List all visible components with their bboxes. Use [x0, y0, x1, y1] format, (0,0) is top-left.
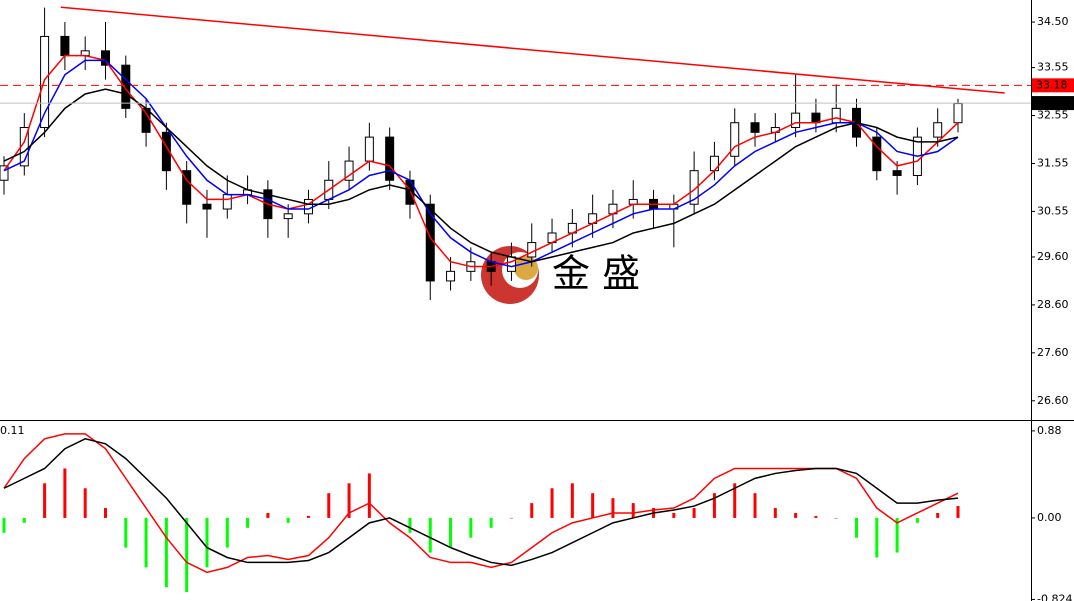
y-tick-label: 27.60	[1037, 346, 1069, 359]
candle-body	[60, 35, 70, 57]
candle-body	[791, 112, 801, 129]
histogram-bar	[875, 517, 879, 558]
histogram-bar	[347, 483, 351, 518]
macd-line	[3, 438, 959, 567]
candle-body	[506, 256, 516, 272]
y-tick-label: -0.824	[1037, 592, 1072, 601]
y-tick-label: 30.55	[1037, 204, 1069, 217]
histogram-bar	[266, 512, 270, 518]
watermark: 金 盛	[552, 252, 640, 296]
histogram-bar	[286, 517, 290, 523]
histogram-bar	[2, 517, 6, 533]
histogram-bar	[753, 493, 757, 518]
candle-body	[811, 112, 821, 124]
candle-body	[933, 122, 943, 138]
histogram-bar	[43, 483, 47, 518]
histogram-bar	[712, 493, 716, 518]
candle-body	[182, 170, 192, 205]
candle-body	[121, 64, 131, 109]
price-label-box	[1032, 96, 1074, 111]
candle-body	[892, 170, 902, 176]
moving-average	[3, 54, 959, 268]
histogram-bar	[956, 506, 960, 518]
histogram-bar	[367, 473, 371, 518]
candle-body	[831, 107, 841, 124]
histogram-bar	[164, 517, 168, 588]
histogram-bar	[611, 498, 615, 518]
y-tick-label: 29.60	[1037, 250, 1069, 263]
histogram-bar	[205, 517, 209, 568]
macd-line	[3, 433, 959, 574]
histogram-bar	[692, 508, 696, 518]
histogram-bar	[185, 517, 189, 593]
y-tick-label: 34.50	[1037, 15, 1069, 28]
moving-average	[3, 59, 959, 268]
histogram-bar	[428, 517, 432, 553]
histogram-bar	[408, 517, 412, 533]
candle-body	[385, 136, 395, 181]
histogram-bar	[814, 515, 818, 518]
moving-average	[3, 88, 959, 263]
candle-body	[872, 136, 882, 172]
candle-body	[0, 165, 9, 181]
price-label: 32.81	[1036, 96, 1068, 109]
indicator-label: 0.11	[0, 424, 25, 437]
histogram-bar	[834, 517, 838, 519]
y-tick-label: 32.55	[1037, 109, 1069, 122]
histogram-bar	[570, 483, 574, 518]
candle-body	[730, 122, 740, 157]
y-tick-label: 33.55	[1037, 61, 1069, 74]
histogram-bar	[895, 517, 899, 553]
candle-body	[446, 270, 456, 282]
histogram-bar	[83, 488, 87, 518]
histogram-bar	[63, 468, 67, 518]
histogram-bar	[855, 517, 859, 538]
price-label: 33.18	[1036, 78, 1068, 91]
y-tick-label: 28.60	[1037, 298, 1069, 311]
candle-body	[283, 213, 293, 220]
histogram-bar	[103, 508, 107, 518]
trendline	[60, 6, 1005, 94]
histogram-bar	[509, 517, 513, 519]
histogram-bar	[530, 503, 534, 518]
y-tick-label: 26.60	[1037, 394, 1069, 407]
histogram-bar	[733, 483, 737, 518]
candle-body	[750, 122, 760, 133]
histogram-bar	[469, 517, 473, 538]
histogram-bar	[449, 517, 453, 548]
histogram-bar	[773, 508, 777, 518]
histogram-bar	[246, 517, 250, 528]
candle-body	[344, 160, 354, 181]
candle-body	[100, 50, 110, 66]
candle-body	[689, 170, 699, 205]
histogram-bar	[327, 493, 331, 518]
histogram-bar	[306, 515, 310, 518]
histogram-bar	[550, 488, 554, 518]
y-tick-label: 31.55	[1037, 156, 1069, 169]
candle-body	[364, 136, 374, 162]
candle-body	[953, 103, 963, 124]
histogram-bar	[631, 503, 635, 518]
histogram-bar	[936, 512, 940, 518]
histogram-bar	[124, 517, 128, 548]
histogram-bar	[22, 517, 26, 523]
histogram-bar	[591, 493, 595, 518]
candle-body	[161, 131, 171, 172]
histogram-bar	[672, 512, 676, 518]
price-label-box	[1032, 78, 1074, 93]
candle-body	[527, 242, 537, 258]
histogram-bar	[794, 512, 798, 518]
histogram-bar	[144, 517, 148, 568]
candle-body	[202, 203, 212, 210]
candle-body	[222, 194, 232, 210]
histogram-bar	[915, 517, 919, 523]
y-tick-label: 0.88	[1037, 424, 1062, 437]
histogram-bar	[489, 517, 493, 528]
candle-body	[425, 203, 435, 282]
histogram-bar	[225, 517, 229, 548]
y-tick-label: 0.00	[1037, 511, 1062, 524]
